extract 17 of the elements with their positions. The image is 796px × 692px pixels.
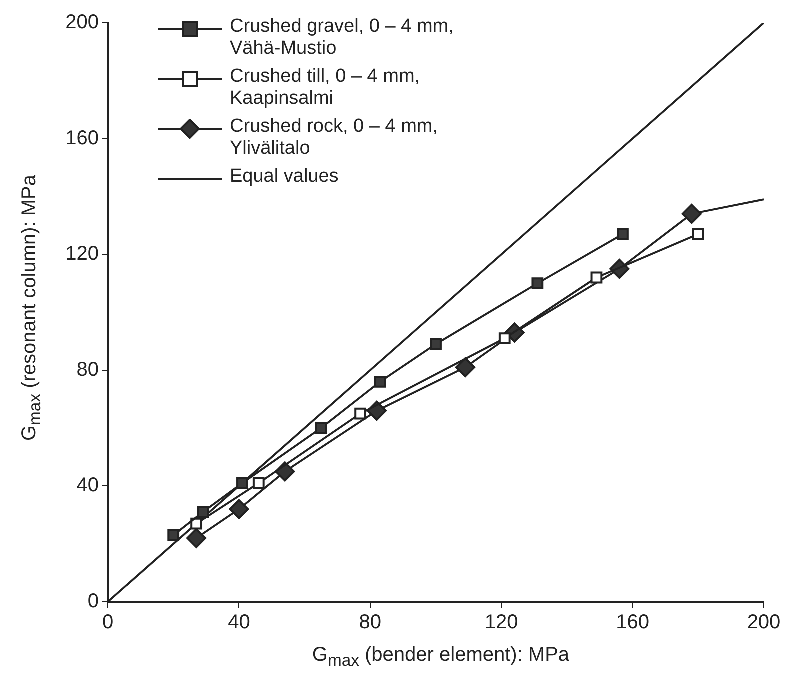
y-tick-label: 0	[88, 590, 99, 613]
x-tick-label: 0	[102, 612, 114, 634]
x-tick-label: 80	[359, 612, 382, 634]
y-tick-label: 120	[66, 243, 99, 266]
legend-label: Crushed till, 0 – 4 mm, Kaapinsalmi	[230, 66, 422, 110]
y-tick-label: 40	[76, 474, 99, 497]
x-tick-label: 40	[228, 612, 250, 634]
y-tick-label: 80	[76, 358, 99, 381]
x-tick-label: 160	[616, 612, 650, 634]
legend-label: Equal values	[230, 166, 340, 188]
x-tick-label: 200	[747, 612, 781, 634]
y-tick-label: 160	[66, 127, 99, 150]
x-axis-title: G$_{max}$ (bender element): MPa	[311, 644, 571, 671]
legend-label: Crushed rock, 0 – 4 mm, Ylivälitalo	[230, 116, 440, 160]
y-tick-label: 200	[66, 12, 99, 34]
x-tick-label: 120	[484, 612, 518, 634]
legend-label: Crushed gravel, 0 – 4 mm, Vähä-Mustio	[230, 16, 455, 60]
